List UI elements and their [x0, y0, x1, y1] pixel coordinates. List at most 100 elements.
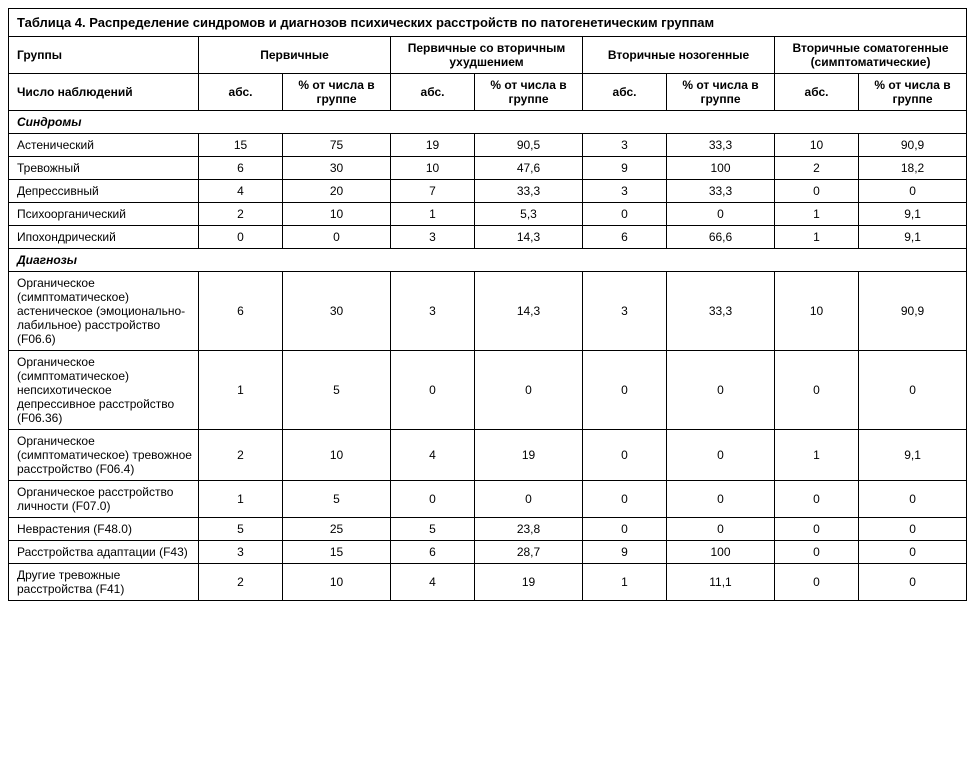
cell-value: 15 [199, 134, 283, 157]
cell-value: 3 [583, 272, 667, 351]
table-caption: Таблица 4. Распределение синдромов и диа… [9, 9, 967, 37]
cell-value: 3 [199, 541, 283, 564]
cell-value: 14,3 [475, 272, 583, 351]
row-label: Органическое расстройство личности (F07.… [9, 481, 199, 518]
syndromes-diagnoses-table: Таблица 4. Распределение синдромов и диа… [8, 8, 967, 601]
table-row: Органическое (симптоматическое) астениче… [9, 272, 967, 351]
cell-value: 19 [475, 564, 583, 601]
cell-value: 33,3 [667, 134, 775, 157]
table-row: Психоорганический21015,30019,1 [9, 203, 967, 226]
cell-value: 5 [391, 518, 475, 541]
cell-value: 0 [583, 430, 667, 481]
cell-value: 11,1 [667, 564, 775, 601]
header-groups: Группы [9, 37, 199, 74]
cell-value: 33,3 [667, 272, 775, 351]
cell-value: 0 [859, 518, 967, 541]
cell-value: 30 [283, 272, 391, 351]
cell-value: 23,8 [475, 518, 583, 541]
cell-value: 33,3 [667, 180, 775, 203]
row-label: Психоорганический [9, 203, 199, 226]
cell-value: 9,1 [859, 430, 967, 481]
cell-value: 0 [583, 351, 667, 430]
row-label: Неврастения (F48.0) [9, 518, 199, 541]
table-row: Органическое (симптоматическое) тревожно… [9, 430, 967, 481]
cell-value: 2 [199, 203, 283, 226]
row-label: Органическое (симптоматическое) астениче… [9, 272, 199, 351]
section-header: Синдромы [9, 111, 967, 134]
cell-value: 2 [199, 564, 283, 601]
cell-value: 0 [775, 351, 859, 430]
table-row: Астенический15751990,5333,31090,9 [9, 134, 967, 157]
cell-value: 2 [775, 157, 859, 180]
cell-value: 5 [283, 351, 391, 430]
cell-value: 0 [199, 226, 283, 249]
cell-value: 100 [667, 157, 775, 180]
sub-pct-1: % от числа в группе [475, 74, 583, 111]
row-label: Астенический [9, 134, 199, 157]
table-row: Депрессивный420733,3333,300 [9, 180, 967, 203]
table-row: Неврастения (F48.0)525523,80000 [9, 518, 967, 541]
header-observations: Число наблюдений [9, 74, 199, 111]
cell-value: 14,3 [475, 226, 583, 249]
cell-value: 0 [583, 481, 667, 518]
row-label: Расстройства адаптации (F43) [9, 541, 199, 564]
row-label: Органическое (симптоматическое) непсихот… [9, 351, 199, 430]
col-group-2: Вторичные нозогенные [583, 37, 775, 74]
cell-value: 2 [199, 430, 283, 481]
cell-value: 4 [391, 430, 475, 481]
table-row: Органическое расстройство личности (F07.… [9, 481, 967, 518]
cell-value: 30 [283, 157, 391, 180]
cell-value: 9,1 [859, 226, 967, 249]
cell-value: 0 [283, 226, 391, 249]
cell-value: 1 [775, 430, 859, 481]
cell-value: 0 [775, 541, 859, 564]
cell-value: 0 [859, 481, 967, 518]
cell-value: 3 [583, 180, 667, 203]
cell-value: 0 [775, 564, 859, 601]
cell-value: 1 [775, 203, 859, 226]
cell-value: 0 [475, 481, 583, 518]
cell-value: 90,9 [859, 272, 967, 351]
table-body: СиндромыАстенический15751990,5333,31090,… [9, 111, 967, 601]
cell-value: 1 [391, 203, 475, 226]
cell-value: 33,3 [475, 180, 583, 203]
cell-value: 0 [391, 351, 475, 430]
section-header: Диагнозы [9, 249, 967, 272]
cell-value: 47,6 [475, 157, 583, 180]
cell-value: 3 [391, 226, 475, 249]
table-row: Тревожный6301047,69100218,2 [9, 157, 967, 180]
cell-value: 9 [583, 541, 667, 564]
cell-value: 10 [775, 134, 859, 157]
cell-value: 18,2 [859, 157, 967, 180]
cell-value: 1 [199, 481, 283, 518]
cell-value: 10 [283, 564, 391, 601]
cell-value: 0 [775, 518, 859, 541]
cell-value: 90,5 [475, 134, 583, 157]
cell-value: 0 [859, 564, 967, 601]
cell-value: 19 [475, 430, 583, 481]
cell-value: 19 [391, 134, 475, 157]
row-label: Ипохондрический [9, 226, 199, 249]
cell-value: 10 [283, 430, 391, 481]
cell-value: 0 [667, 481, 775, 518]
cell-value: 0 [667, 351, 775, 430]
cell-value: 28,7 [475, 541, 583, 564]
cell-value: 6 [391, 541, 475, 564]
sub-pct-0: % от числа в группе [283, 74, 391, 111]
table-row: Ипохондрический00314,3666,619,1 [9, 226, 967, 249]
cell-value: 90,9 [859, 134, 967, 157]
cell-value: 0 [667, 430, 775, 481]
table-row: Органическое (симптоматическое) непсихот… [9, 351, 967, 430]
table-row: Другие тревожные расстройства (F41)21041… [9, 564, 967, 601]
sub-pct-2: % от числа в группе [667, 74, 775, 111]
row-label: Тревожный [9, 157, 199, 180]
cell-value: 9,1 [859, 203, 967, 226]
cell-value: 0 [667, 203, 775, 226]
cell-value: 9 [583, 157, 667, 180]
cell-value: 20 [283, 180, 391, 203]
sub-abs-1: абс. [391, 74, 475, 111]
cell-value: 1 [199, 351, 283, 430]
cell-value: 7 [391, 180, 475, 203]
row-label: Другие тревожные расстройства (F41) [9, 564, 199, 601]
sub-abs-2: абс. [583, 74, 667, 111]
